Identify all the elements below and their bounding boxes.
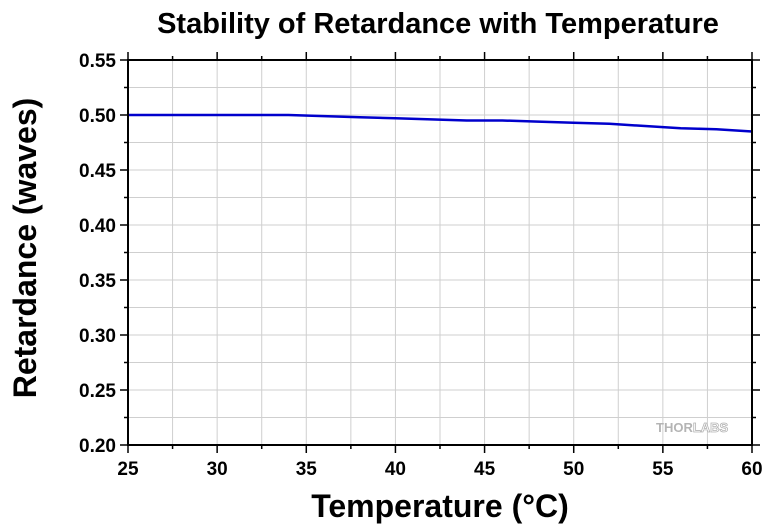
x-axis-label: Temperature (°C) [311,488,569,524]
y-tick-label: 0.20 [79,436,116,457]
y-axis-label: Retardance (waves) [7,98,43,399]
x-tick-label: 40 [385,459,406,480]
x-tick-label: 50 [563,459,584,480]
y-tick-label: 0.55 [79,51,116,72]
x-tick-label: 45 [474,459,496,480]
logo-thor-text: THOR [656,420,693,435]
x-tick-label: 25 [117,459,139,480]
series-line-retardance [128,113,753,133]
y-tick-label: 0.50 [79,106,116,127]
thorlabs-logo: THORLABS [656,420,729,436]
y-tick-label: 0.40 [79,216,116,237]
y-tick-label: 0.25 [79,381,116,402]
x-tick-label: 35 [296,459,318,480]
x-tick-label: 30 [207,459,228,480]
y-tick-label: 0.30 [79,326,116,347]
y-tick-label: 0.35 [79,271,116,292]
ticks: 25 30 35 40 45 50 55 60 0.20 0.25 0.30 0.35 0.40 0.45… [79,51,763,480]
svg-text:THORLABS: THORLABS [656,420,729,435]
logo-labs-text: LABS [693,420,729,435]
x-tick-label: 55 [652,459,674,480]
grid [127,59,753,446]
y-tick-label: 0.45 [79,161,116,182]
series-layer [128,113,753,133]
x-tick-label: 60 [741,459,762,480]
chart-title: Stability of Retardance with Temperature [157,8,719,40]
